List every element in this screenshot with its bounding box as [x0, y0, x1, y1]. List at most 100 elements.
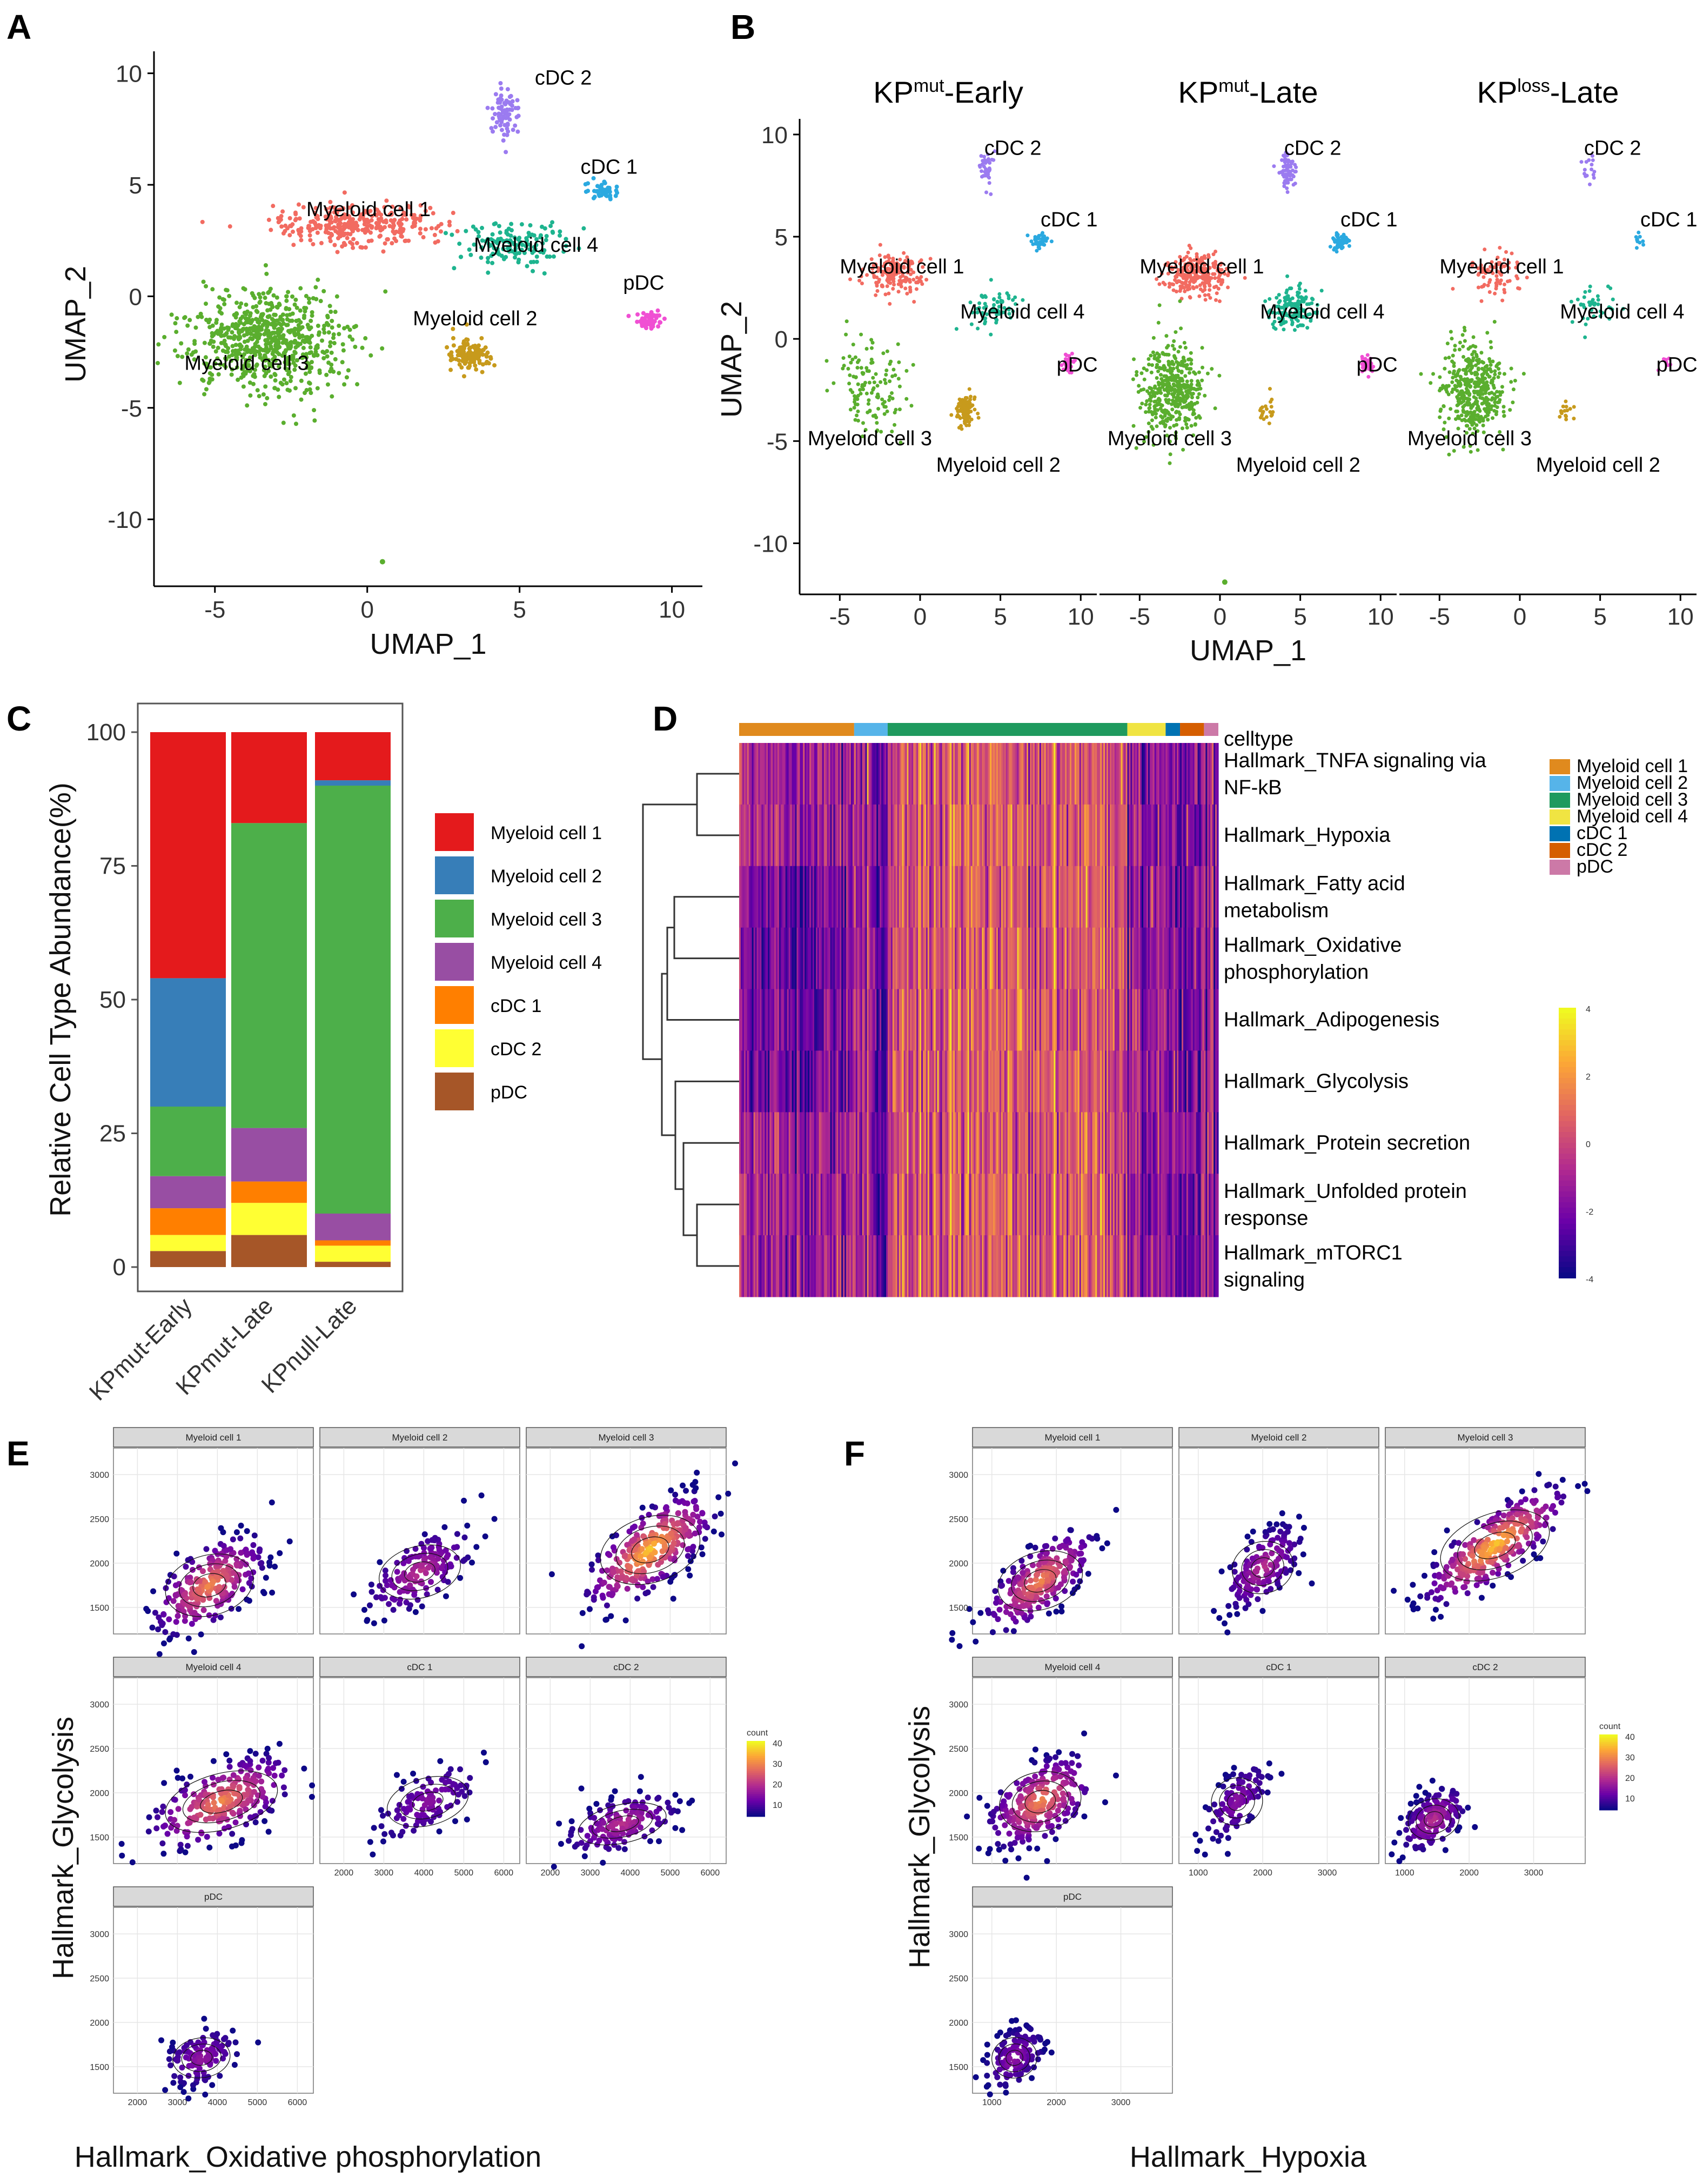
umap-point	[244, 326, 249, 331]
umap-point	[1293, 182, 1297, 186]
umap-point	[662, 316, 667, 321]
umap-point	[251, 305, 256, 310]
umap-point	[226, 325, 231, 330]
umap-point	[254, 339, 259, 344]
umap-point	[363, 245, 368, 250]
cluster-label: cDC 2	[1284, 137, 1342, 160]
umap-point	[274, 295, 279, 300]
umap-point	[262, 332, 267, 337]
umap-point	[1152, 386, 1157, 390]
umap-point	[1470, 423, 1474, 427]
umap-point	[1478, 420, 1482, 424]
umap-point	[641, 321, 646, 326]
umap-point	[1340, 241, 1344, 245]
umap-point	[1498, 246, 1502, 250]
umap-point	[464, 229, 468, 233]
umap-point	[192, 357, 197, 362]
umap-point	[1450, 337, 1454, 341]
umap-point	[183, 315, 187, 320]
umap-point	[558, 229, 562, 234]
umap-point	[1474, 363, 1478, 367]
umap-point	[301, 316, 306, 320]
umap-point	[976, 326, 980, 331]
umap-point	[1163, 414, 1167, 418]
umap-point	[1300, 296, 1305, 300]
umap-point	[412, 220, 417, 225]
umap-point	[354, 240, 359, 245]
umap-point	[251, 328, 256, 333]
cluster-label: cDC 2	[1584, 137, 1641, 160]
umap-point	[294, 305, 299, 310]
umap-point	[369, 225, 374, 230]
umap-point	[304, 365, 309, 370]
umap-point	[253, 332, 258, 337]
umap-point	[203, 302, 208, 306]
umap-point	[174, 330, 179, 334]
umap-point	[1173, 378, 1177, 383]
panel-label-d: D	[653, 699, 678, 738]
umap-point	[277, 352, 281, 357]
umap-point	[312, 408, 317, 413]
umap-point	[1208, 283, 1212, 287]
umap-point	[1476, 407, 1480, 412]
umap-point	[298, 227, 303, 232]
umap-point	[887, 398, 891, 403]
umap-point	[963, 396, 968, 400]
bar-segment	[315, 1240, 391, 1246]
umap-point	[1502, 413, 1506, 418]
umap-point	[319, 240, 324, 245]
umap-point	[1282, 169, 1286, 173]
bar-segment	[231, 823, 307, 1128]
umap-point	[1159, 377, 1164, 381]
umap-point	[217, 295, 222, 300]
umap-point	[1174, 356, 1178, 360]
umap-point	[499, 86, 504, 91]
umap-point	[283, 223, 288, 228]
umap-point	[1150, 363, 1154, 367]
umap-point	[1497, 371, 1501, 376]
umap-point	[912, 300, 916, 304]
umap-point	[1202, 284, 1206, 288]
umap-point	[351, 245, 356, 250]
umap-a-cluster-1	[200, 190, 460, 254]
umap-point	[304, 293, 309, 298]
umap-point	[296, 202, 301, 207]
umap-point	[1497, 367, 1501, 371]
umap-point	[884, 372, 888, 377]
umap-point	[325, 313, 330, 318]
umap-point	[1170, 407, 1175, 412]
umap-point	[1156, 398, 1161, 402]
umap-point	[1281, 164, 1285, 169]
umap-point	[1463, 339, 1467, 343]
umap-point	[534, 259, 539, 264]
umap-point	[186, 347, 191, 352]
umap-point	[1437, 388, 1441, 393]
umap-point	[457, 242, 462, 246]
umap-point	[1467, 393, 1472, 397]
legend-swatch	[435, 1073, 474, 1110]
umap-point	[435, 239, 440, 244]
umap-point	[196, 314, 200, 319]
umap-point	[378, 228, 383, 233]
umap-point	[1486, 283, 1490, 287]
umap-point	[293, 210, 298, 215]
umap-point	[1608, 286, 1613, 291]
umap-point	[246, 364, 251, 369]
umap-point	[511, 128, 515, 132]
umap-point	[1177, 369, 1181, 373]
legend-label: Myeloid cell 1	[491, 823, 602, 843]
umap-point	[880, 283, 884, 287]
umap-point	[1460, 333, 1465, 337]
umap-point	[885, 349, 889, 353]
umap-point	[1503, 282, 1507, 286]
umap-point	[300, 333, 305, 338]
umap-point	[1182, 400, 1186, 404]
umap-point	[1498, 390, 1502, 394]
umap-point	[1634, 246, 1639, 250]
umap-point	[216, 372, 221, 377]
umap-point	[1491, 359, 1495, 364]
cluster-label: Myeloid cell 4	[1560, 300, 1684, 323]
umap-point	[230, 324, 235, 329]
umap-point	[1303, 289, 1308, 293]
